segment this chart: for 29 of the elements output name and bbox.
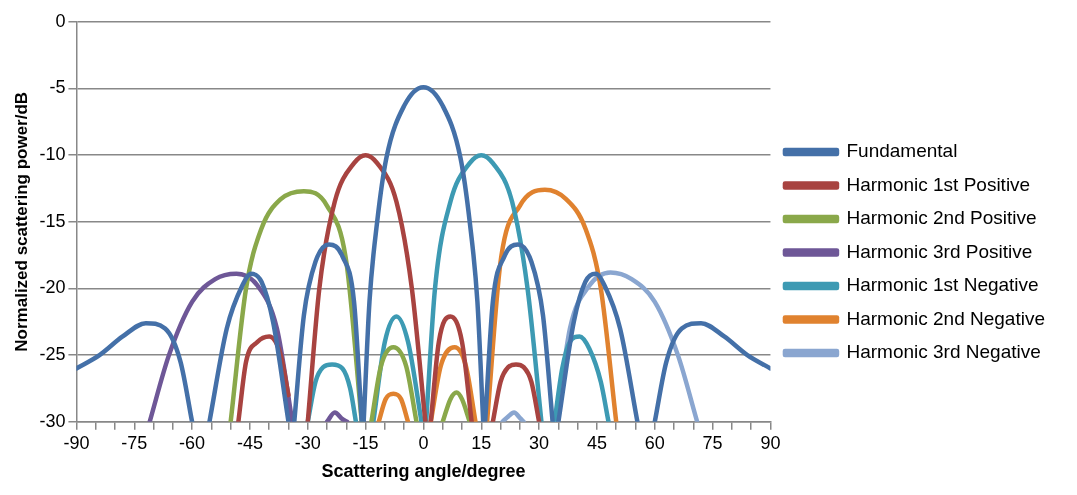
- y-tick-label: -5: [49, 77, 66, 98]
- legend-label: Harmonic 3rd Positive: [846, 240, 1033, 262]
- y-tick-label: -20: [39, 277, 66, 298]
- x-tick-label: 15: [471, 432, 492, 453]
- legend-label: Harmonic 2nd Positive: [846, 207, 1037, 229]
- y-tick-label: 0: [55, 10, 66, 31]
- x-tick-label: -45: [236, 432, 263, 453]
- legend-label: Fundamental: [846, 140, 958, 162]
- x-tick-label: 75: [702, 432, 723, 453]
- y-tick-label: -10: [39, 144, 66, 165]
- legend-label: Harmonic 3rd Negative: [846, 341, 1041, 363]
- x-tick-label: -15: [352, 432, 379, 453]
- x-tick-label: -75: [121, 432, 148, 453]
- x-axis-title: Scattering angle/degree: [321, 461, 526, 482]
- x-tick-label: 45: [586, 432, 607, 453]
- x-tick-label: -90: [63, 432, 90, 453]
- legend-label: Harmonic 2nd Negative: [846, 307, 1045, 329]
- x-tick-label: 0: [418, 432, 429, 453]
- y-tick-label: -15: [39, 210, 66, 231]
- y-tick-label: -25: [39, 344, 66, 365]
- y-tick-label: -30: [39, 410, 66, 431]
- x-tick-label: 90: [760, 432, 781, 453]
- y-axis-title: Normalized scattering power/dB: [11, 91, 31, 352]
- legend-label: Harmonic 1st Negative: [846, 274, 1039, 296]
- legend-label: Harmonic 1st Positive: [846, 173, 1031, 195]
- x-tick-label: -30: [294, 432, 321, 453]
- x-tick-label: -60: [179, 432, 206, 453]
- x-tick-label: 60: [644, 432, 665, 453]
- x-tick-label: 30: [529, 432, 550, 453]
